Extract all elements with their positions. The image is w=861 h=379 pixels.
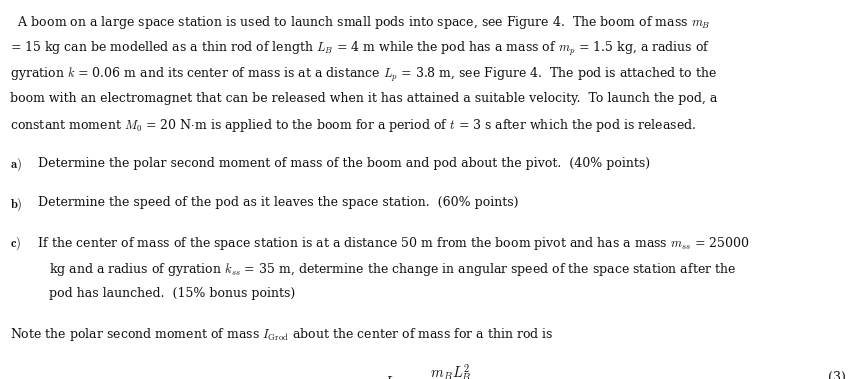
- Text: $\mathbf{c)}$: $\mathbf{c)}$: [10, 235, 22, 252]
- Text: gyration $k$ = 0.06 m and its center of mass is at a distance $L_p$ = 3.8 m, see: gyration $k$ = 0.06 m and its center of …: [10, 66, 717, 84]
- Text: $I_{\mathrm{Grod}} = \dfrac{m_B L_B^2}{12}.$: $I_{\mathrm{Grod}} = \dfrac{m_B L_B^2}{1…: [384, 363, 477, 379]
- Text: If the center of mass of the space station is at a distance 50 m from the boom p: If the center of mass of the space stati…: [34, 235, 750, 252]
- Text: Determine the speed of the pod as it leaves the space station.  (60% points): Determine the speed of the pod as it lea…: [34, 196, 519, 209]
- Text: (3): (3): [827, 371, 846, 379]
- Text: $\mathbf{a)}$: $\mathbf{a)}$: [10, 157, 22, 174]
- Text: A boom on a large space station is used to launch small pods into space, see Fig: A boom on a large space station is used …: [10, 14, 711, 31]
- Text: Note the polar second moment of mass $I_{\mathrm{Grod}}$ about the center of mas: Note the polar second moment of mass $I_…: [10, 326, 554, 343]
- Text: kg and a radius of gyration $k_{ss}$ = 35 m, determine the change in angular spe: kg and a radius of gyration $k_{ss}$ = 3…: [49, 261, 736, 278]
- Text: $\mathbf{b)}$: $\mathbf{b)}$: [10, 196, 23, 213]
- Text: pod has launched.  (15% bonus points): pod has launched. (15% bonus points): [49, 287, 295, 299]
- Text: boom with an electromagnet that can be released when it has attained a suitable : boom with an electromagnet that can be r…: [10, 92, 718, 105]
- Text: constant moment $M_0$ = 20 N$\cdot$m is applied to the boom for a period of $t$ : constant moment $M_0$ = 20 N$\cdot$m is …: [10, 117, 697, 135]
- Text: Determine the polar second moment of mass of the boom and pod about the pivot.  : Determine the polar second moment of mas…: [34, 157, 651, 170]
- Text: = 15 kg can be modelled as a thin rod of length $L_B$ = 4 m while the pod has a : = 15 kg can be modelled as a thin rod of…: [10, 40, 710, 58]
